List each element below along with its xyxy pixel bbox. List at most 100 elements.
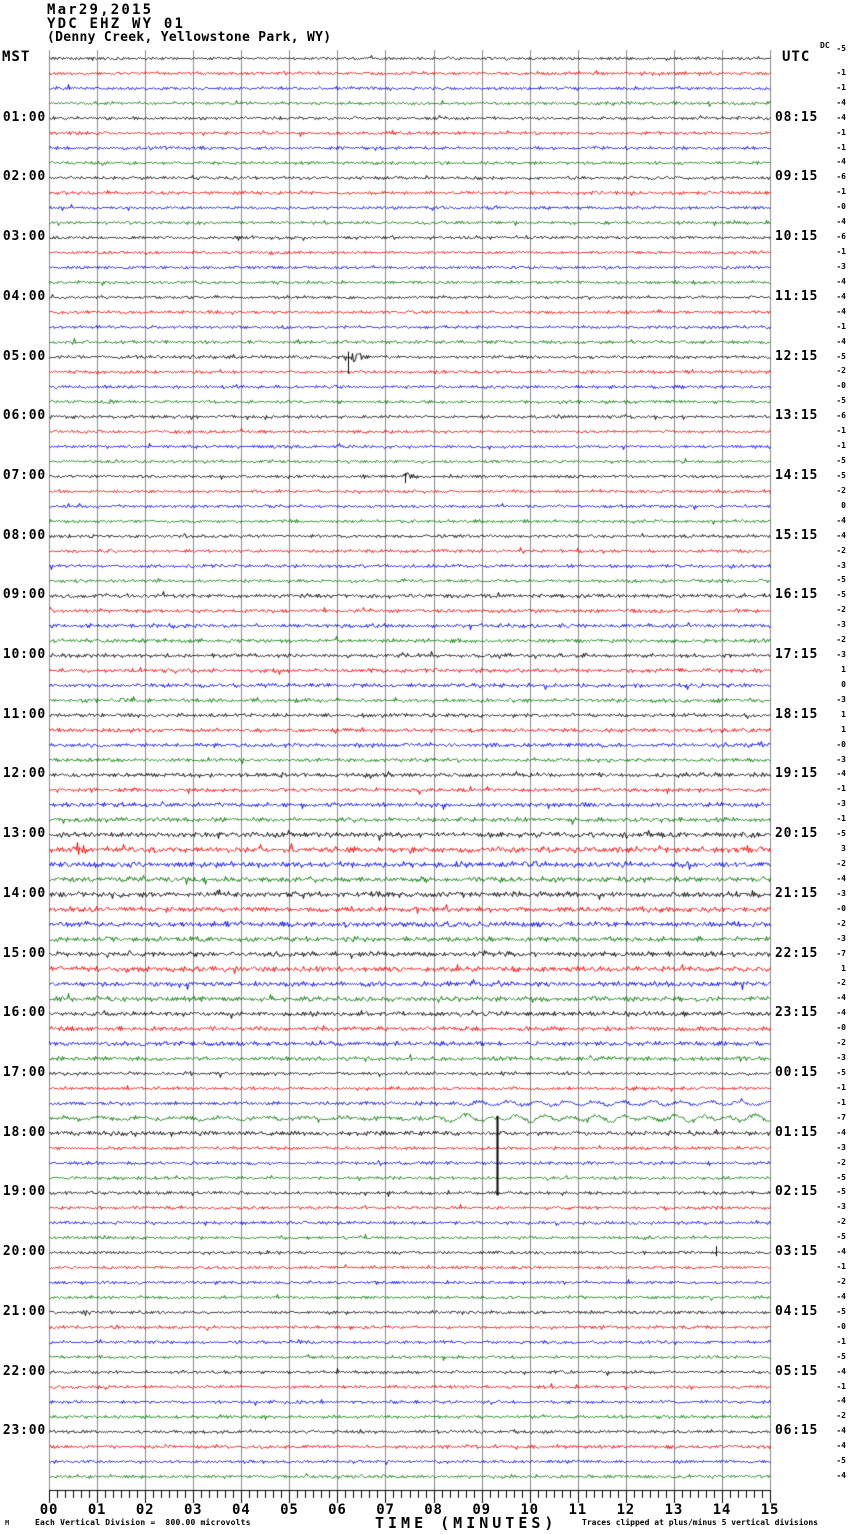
x-tick-label-01: 01 (87, 1502, 107, 1518)
x-tick-label-13: 13 (664, 1502, 684, 1518)
dc-offset-value: -4 (836, 1366, 846, 1376)
dc-offset-value: -5 (836, 456, 846, 466)
mst-label-16:00: 16:00 (2, 1005, 46, 1021)
dc-offset-value: -5 (836, 1456, 846, 1466)
dc-offset-value: -2 (836, 1277, 846, 1286)
utc-label-10:15: 10:15 (775, 229, 819, 245)
dc-offset-value: -6 (836, 172, 846, 182)
dc-offset-value: -3 (836, 933, 846, 943)
x-tick-label-00: 00 (39, 1502, 59, 1518)
dc-offset-value: -4 (836, 112, 846, 122)
x-tick-label-07: 07 (376, 1502, 395, 1518)
dc-offset-value: -5 (836, 351, 846, 361)
x-tick-label-03: 03 (183, 1502, 203, 1518)
utc-label-08:15: 08:15 (775, 109, 819, 125)
mst-label-19:00: 19:00 (2, 1184, 46, 1200)
dc-offset-value: -2 (836, 859, 846, 869)
utc-label-15:15: 15:15 (775, 527, 819, 543)
dc-column-label: DC (820, 41, 830, 50)
dc-offset-value: -4 (836, 1426, 846, 1436)
dc-offset-value: 1 (841, 709, 846, 719)
mst-label-21:00: 21:00 (2, 1303, 46, 1319)
dc-offset-value: -1 (836, 441, 846, 451)
dc-offset-value: -4 (836, 1008, 846, 1018)
dc-offset-value: -4 (836, 276, 846, 286)
utc-label-05:15: 05:15 (775, 1363, 819, 1379)
dc-offset-value: -0 (836, 381, 846, 391)
dc-offset-value: -2 (836, 605, 846, 615)
mst-label-06:00: 06:00 (2, 408, 46, 424)
mst-axis-label: MST (2, 49, 31, 65)
dc-offset-value: 1 (841, 665, 846, 674)
utc-axis-label: UTC (782, 49, 811, 65)
dc-offset-value: -1 (836, 1381, 846, 1391)
dc-offset-value: -4 (836, 291, 846, 301)
dc-offset-value: -4 (836, 1396, 846, 1406)
x-tick-label-10: 10 (520, 1502, 539, 1518)
dc-offset-value: -1 (836, 814, 846, 824)
mst-label-08:00: 08:00 (2, 527, 46, 543)
dc-offset-value: -7 (836, 948, 846, 958)
utc-label-18:15: 18:15 (775, 706, 819, 722)
x-tick-label-05: 05 (280, 1502, 299, 1518)
dc-offset-value: -4 (836, 157, 846, 167)
dc-offset-value: -1 (836, 784, 846, 794)
dc-offset-value: -5 (836, 1306, 846, 1316)
utc-label-12:15: 12:15 (775, 348, 819, 364)
dc-offset-value: 3 (841, 844, 846, 854)
dc-offset-value: -4 (836, 336, 846, 346)
header-location: (Denny Creek, Yellowstone Park, WY) (47, 30, 332, 45)
dc-offset-value: -4 (836, 769, 846, 779)
dc-offset-value: -1 (836, 82, 846, 92)
dc-offset-value: -5 (836, 1232, 846, 1242)
dc-offset-value: -4 (836, 1127, 846, 1137)
mst-label-07:00: 07:00 (2, 467, 46, 483)
dc-offset-value: -5 (836, 1172, 846, 1182)
dc-offset-value: -3 (836, 754, 846, 764)
mst-label-17:00: 17:00 (2, 1065, 46, 1081)
mst-label-18:00: 18:00 (2, 1124, 46, 1140)
dc-offset-value: -1 (836, 67, 846, 77)
mst-label-15:00: 15:00 (2, 945, 46, 961)
x-tick-label-12: 12 (616, 1502, 636, 1518)
utc-label-03:15: 03:15 (775, 1244, 819, 1260)
mst-label-04:00: 04:00 (2, 288, 46, 304)
dc-offset-value: -2 (836, 1157, 846, 1167)
mst-label-02:00: 02:00 (2, 169, 46, 185)
dc-offset-value: -0 (836, 1023, 846, 1033)
dc-offset-value: -4 (836, 97, 846, 107)
mst-label-10:00: 10:00 (2, 647, 46, 663)
mst-label-14:00: 14:00 (2, 885, 46, 901)
dc-offset-value: 1 (841, 963, 846, 973)
utc-label-23:15: 23:15 (775, 1005, 819, 1021)
utc-label-16:15: 16:15 (775, 587, 819, 603)
dc-offset-value: -1 (836, 1097, 846, 1107)
dc-offset-value: -0 (836, 202, 846, 212)
utc-label-01:15: 01:15 (775, 1124, 819, 1140)
dc-offset-value: -3 (836, 560, 846, 570)
utc-label-20:15: 20:15 (775, 826, 819, 842)
utc-label-11:15: 11:15 (775, 288, 819, 304)
dc-offset-value: -5 (836, 829, 846, 839)
utc-label-13:15: 13:15 (775, 408, 819, 424)
mst-label-11:00: 11:00 (2, 706, 46, 722)
utc-label-04:15: 04:15 (775, 1303, 819, 1319)
dc-offset-value: -5 (836, 44, 846, 53)
dc-offset-value: -4 (836, 1471, 846, 1481)
dc-offset-value: -2 (836, 1217, 846, 1227)
dc-offset-value: -2 (836, 1038, 846, 1048)
mst-label-20:00: 20:00 (2, 1244, 46, 1260)
utc-label-00:15: 00:15 (775, 1065, 819, 1081)
dc-offset-value: -4 (836, 1441, 846, 1451)
clip-note: Traces clipped at plus/minus 5 vertical … (582, 1518, 819, 1527)
utc-label-14:15: 14:15 (775, 467, 819, 483)
dc-offset-value: -1 (836, 187, 846, 197)
dc-offset-value: -4 (836, 1291, 846, 1301)
utc-label-21:15: 21:15 (775, 885, 819, 901)
corner-mark: M (5, 1519, 10, 1527)
dc-offset-value: -5 (836, 590, 846, 600)
dc-offset-value: -3 (836, 799, 846, 809)
utc-label-06:15: 06:15 (775, 1423, 819, 1439)
